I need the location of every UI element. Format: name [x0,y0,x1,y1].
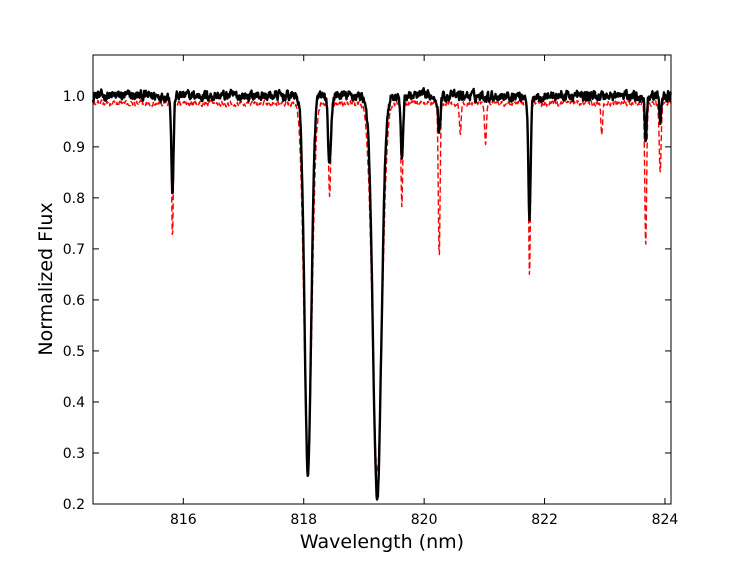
y-tick-label: 0.3 [63,446,85,462]
series-line-solid [91,87,672,501]
y-tick-label: 0.4 [63,395,85,411]
y-tick-label: 0.9 [63,140,85,156]
x-tick-label: 822 [531,512,558,528]
y-tick-label: 0.5 [63,344,85,360]
plot-frame [92,54,672,505]
y-tick-label: 1.0 [63,89,85,105]
y-tick-label: 0.6 [63,293,85,309]
x-tick-label: 818 [290,512,317,528]
x-tick-label: 820 [411,512,438,528]
y-tick-label: 0.7 [63,242,85,258]
series-layer [91,87,672,501]
y-tick-label: 0.2 [63,497,85,513]
x-tick-label: 824 [652,512,679,528]
y-tick-label: 0.8 [63,191,85,207]
x-tick-label: 816 [170,512,197,528]
ticks-layer: 816 818 820 822 824 0.2 0.3 0.4 0.5 0.6 0.7 0.8 0.9 1… [63,55,679,528]
x-axis-label: Wavelength (nm) [300,531,464,553]
y-axis-label: Normalized Flux [35,202,57,355]
